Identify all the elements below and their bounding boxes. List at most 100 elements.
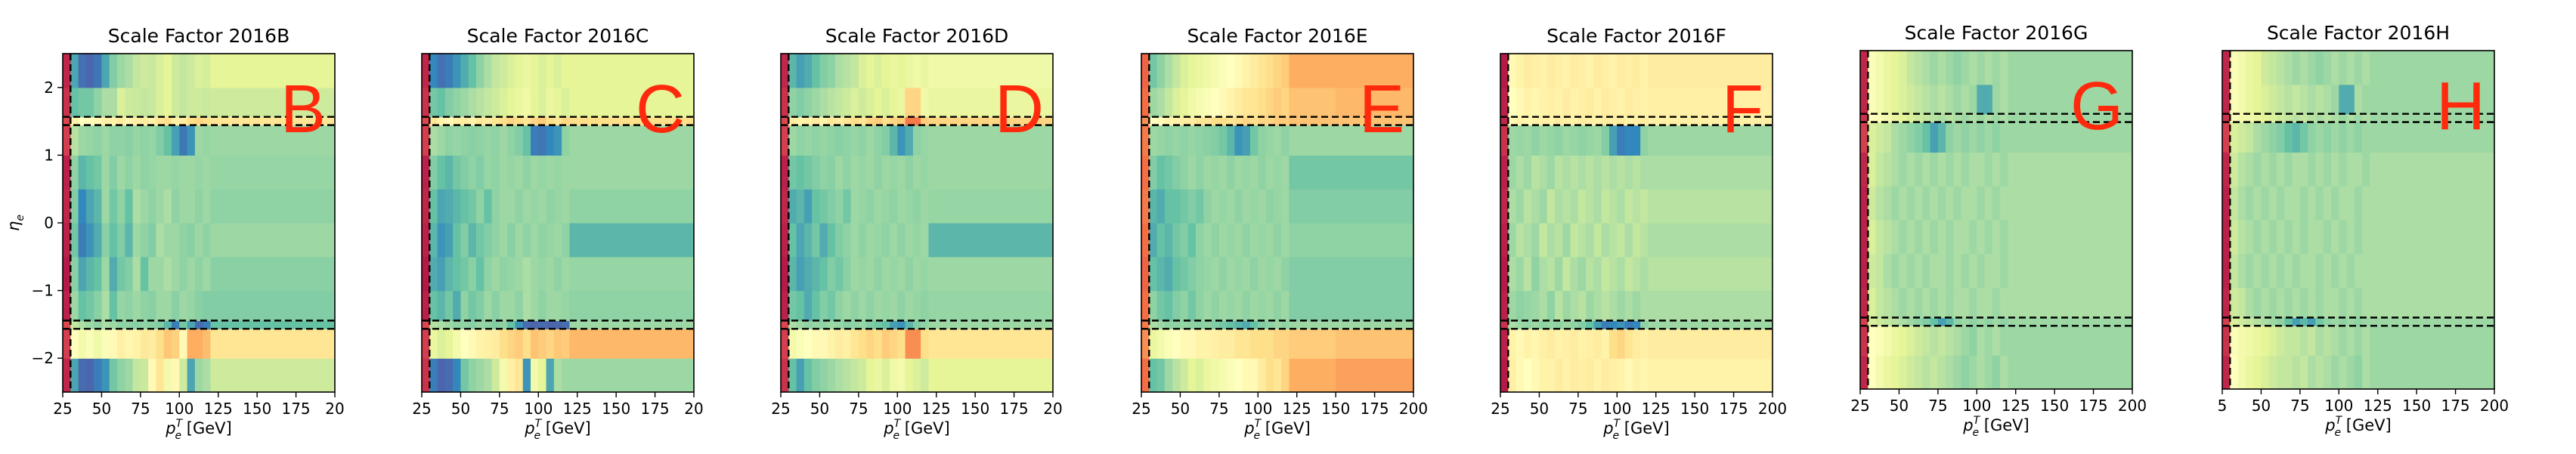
heatmap-cell — [117, 329, 125, 359]
heatmap-cell — [1250, 125, 1259, 156]
heatmap-cell — [1539, 256, 1548, 292]
heatmap-cell — [1992, 84, 2001, 115]
heatmap-cell — [1915, 51, 1923, 85]
heatmap-cell — [897, 256, 906, 292]
heatmap-cell — [70, 125, 79, 156]
heatmap-cell — [1930, 253, 1939, 289]
heatmap-cell — [156, 320, 165, 329]
heatmap-cell — [2230, 326, 2239, 356]
heatmap-cell — [2268, 326, 2277, 356]
heatmap-cell — [1915, 317, 1923, 326]
heatmap-cell — [2237, 355, 2246, 389]
heatmap-cell — [1648, 155, 1695, 190]
heatmap-cell — [117, 54, 125, 88]
heatmap-cell — [257, 54, 335, 88]
heatmap-cell — [2222, 51, 2231, 85]
heatmap-cell — [2346, 355, 2355, 389]
heatmap-cell — [1562, 189, 1571, 224]
heatmap-cell — [1281, 256, 1290, 292]
heatmap-cell — [522, 320, 531, 329]
heatmap-cell — [1984, 186, 1993, 221]
heatmap-cell — [1149, 329, 1158, 359]
heatmap-cell — [1516, 155, 1525, 190]
heatmap-cell — [109, 358, 118, 392]
heatmap-cell — [70, 358, 79, 392]
heatmap-cell — [1868, 253, 1877, 289]
run-letter-annotation: G — [2070, 69, 2123, 144]
heatmap-cell — [531, 256, 539, 292]
heatmap-cell — [460, 256, 469, 292]
heatmap-cell — [1593, 358, 1602, 392]
heatmap-cell — [140, 290, 149, 321]
heatmap-cell — [2315, 152, 2324, 187]
heatmap-cell — [163, 87, 172, 118]
heatmap-cell — [101, 155, 110, 190]
heatmap-cell — [905, 320, 914, 329]
heatmap-cell — [2253, 113, 2262, 123]
heatmap-cell — [1609, 155, 1618, 190]
heatmap-cell — [194, 358, 203, 392]
heatmap-cell — [1500, 116, 1509, 126]
heatmap-cell — [1523, 329, 1532, 359]
heatmap-cell — [812, 329, 821, 359]
heatmap-cell — [2261, 51, 2270, 85]
heatmap-cell — [1547, 358, 1556, 392]
heatmap-cell — [1156, 189, 1166, 224]
run-letter-annotation: D — [995, 72, 1044, 147]
heatmap-cell — [803, 87, 813, 118]
heatmap-cell — [1562, 358, 1571, 392]
heatmap-cell — [1695, 290, 1773, 321]
heatmap-cell — [1281, 290, 1290, 321]
heatmap-cell — [1218, 87, 1228, 118]
heatmap-cell — [1516, 290, 1525, 321]
heatmap-cell — [1601, 155, 1610, 190]
heatmap-cell — [1624, 256, 1633, 292]
heatmap-cell — [2284, 122, 2293, 153]
heatmap-cell — [101, 125, 110, 156]
heatmap-cell — [1562, 116, 1571, 126]
heatmap-cell — [194, 320, 203, 329]
x-tick-label: 75 — [1209, 400, 1228, 418]
heatmap-cell — [2346, 152, 2355, 187]
heatmap-cell — [63, 155, 71, 190]
heatmap-cell — [1196, 290, 1204, 321]
heatmap-cell — [1156, 223, 1166, 258]
heatmap-cell — [2292, 287, 2301, 318]
heatmap-cell — [921, 256, 930, 292]
heatmap-cell — [835, 329, 844, 359]
heatmap-cell — [1640, 358, 1649, 392]
heatmap-cell — [1211, 320, 1220, 329]
heatmap-cell — [257, 125, 335, 156]
heatmap-cell — [1632, 290, 1641, 321]
heatmap-cell — [148, 116, 157, 126]
heatmap-cell — [2222, 84, 2231, 115]
heatmap-cell — [1899, 152, 1908, 187]
heatmap-cell — [1640, 155, 1649, 190]
heatmap-cell — [148, 87, 157, 118]
heatmap-cell — [444, 125, 454, 156]
heatmap-cell — [1531, 223, 1540, 258]
heatmap-cell — [2339, 220, 2348, 255]
plot-frame — [1141, 53, 1414, 393]
heatmap-cell — [2000, 326, 2009, 356]
heatmap-cell — [1930, 220, 1939, 255]
x-tick-label: 100 — [883, 400, 912, 418]
heatmap-cell — [2277, 152, 2285, 187]
heatmap-cell — [1961, 186, 1970, 221]
heatmap-cell — [1500, 320, 1509, 329]
heatmap-cell — [1915, 287, 1923, 318]
heatmap-cell — [85, 125, 94, 156]
heatmap-cell — [1906, 287, 1915, 318]
heatmap-cell — [1180, 155, 1189, 190]
heatmap-cell — [531, 125, 539, 156]
x-tick-label: 150 — [243, 400, 271, 418]
heatmap-cell — [905, 54, 914, 88]
heatmap-cell — [1555, 54, 1563, 88]
heatmap-cell — [921, 125, 930, 156]
heatmap-cell — [1164, 189, 1173, 224]
heatmap-cell — [1601, 358, 1610, 392]
heatmap-cell — [2222, 253, 2231, 289]
heatmap-cell — [890, 116, 898, 126]
